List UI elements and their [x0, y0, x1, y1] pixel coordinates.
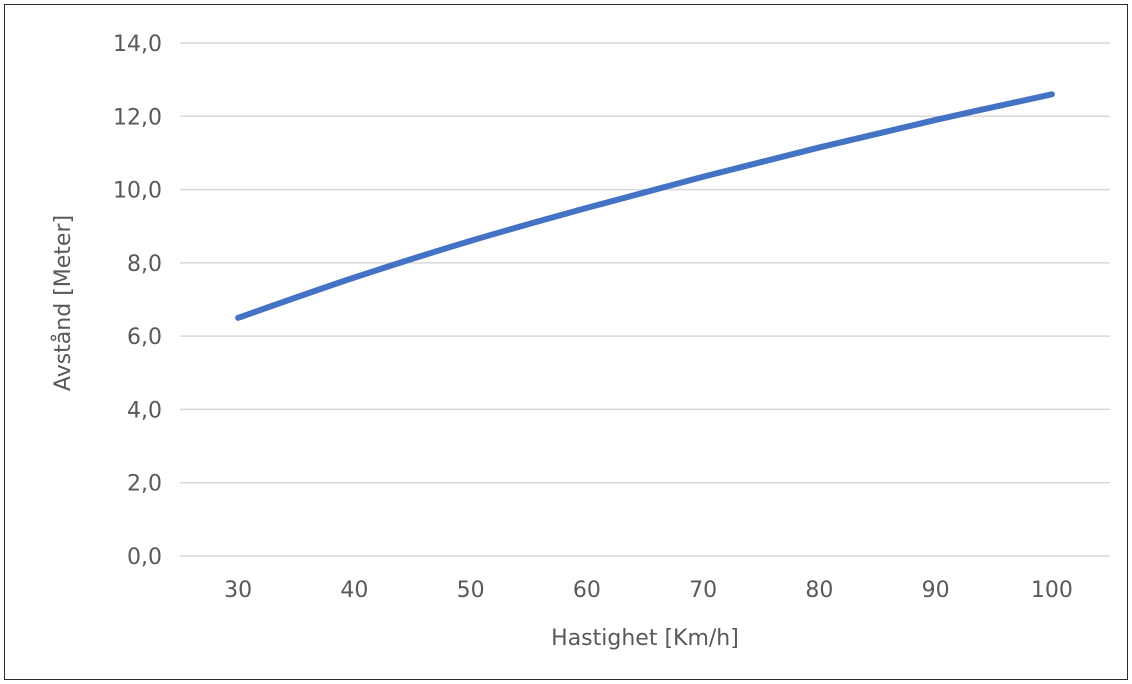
y-tick-label: 8,0 [127, 252, 162, 277]
y-tick-label: 14,0 [113, 32, 162, 57]
x-tick-label: 30 [224, 578, 252, 603]
x-tick-label: 70 [689, 578, 717, 603]
series-line-0 [235, 91, 1055, 321]
x-tick-label: 100 [1031, 578, 1073, 603]
series-group [235, 91, 1055, 321]
chart-frame: 0,0 2,0 4,0 6,0 8,0 10,0 12,0 14,0 30 40 50 60 70 80… [4, 4, 1128, 680]
y-tick-label: 10,0 [113, 179, 162, 204]
x-tick-label: 60 [573, 578, 601, 603]
y-tick-label: 12,0 [113, 105, 162, 130]
line-chart: 0,0 2,0 4,0 6,0 8,0 10,0 12,0 14,0 30 40 50 60 70 80… [50, 32, 1110, 651]
y-tick-label: 2,0 [127, 472, 162, 497]
gridlines [180, 42, 1110, 557]
x-tick-label: 50 [457, 578, 485, 603]
y-tick-label: 0,0 [127, 545, 162, 570]
y-tick-label: 6,0 [127, 325, 162, 350]
y-axis-title: Avstånd [Meter] [50, 215, 76, 391]
x-tick-label: 40 [340, 578, 368, 603]
y-tick-label: 4,0 [127, 398, 162, 423]
x-axis-title: Hastighet [Km/h] [551, 626, 739, 651]
x-tick-label: 80 [805, 578, 833, 603]
y-axis-ticks: 0,0 2,0 4,0 6,0 8,0 10,0 12,0 14,0 [113, 32, 162, 570]
x-tick-label: 90 [922, 578, 950, 603]
x-axis-ticks: 30 40 50 60 70 80 90 100 [224, 578, 1073, 603]
